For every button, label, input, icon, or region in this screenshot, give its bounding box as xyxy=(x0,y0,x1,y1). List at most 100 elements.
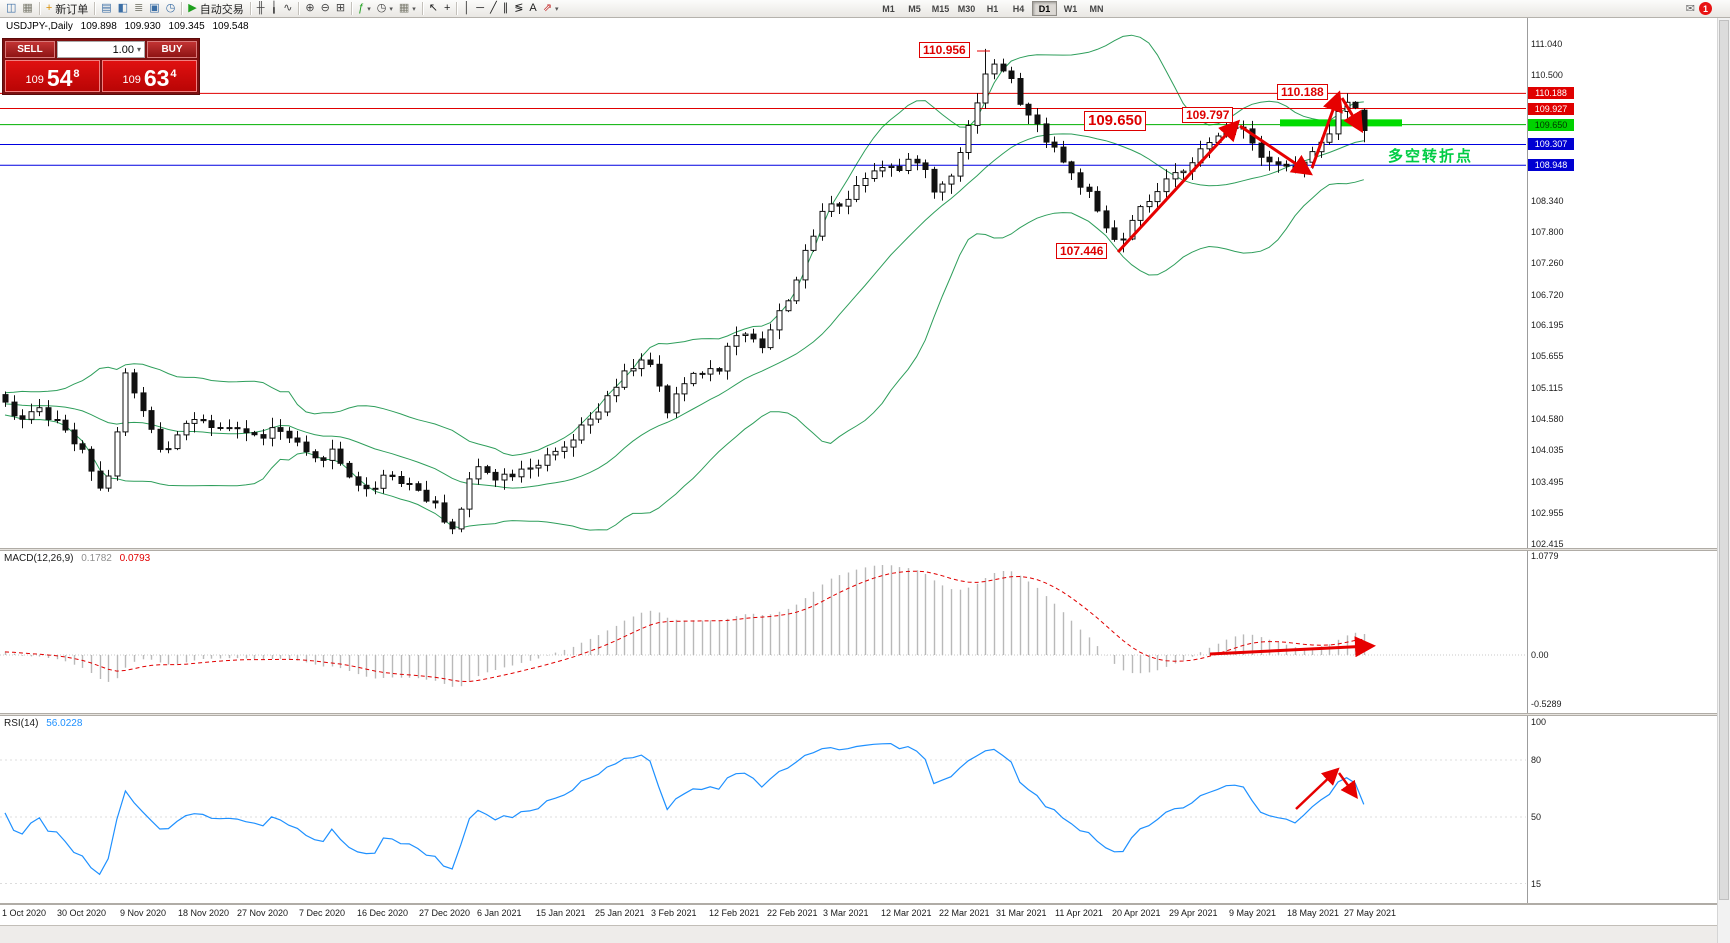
market-watch-button[interactable]: ▤ xyxy=(98,1,114,17)
indicators-button[interactable]: ƒ ▾ xyxy=(355,1,374,17)
price-callout[interactable]: 107.446 xyxy=(1056,243,1108,260)
price-axis-tick: 105.655 xyxy=(1531,351,1564,362)
caret-down-icon: ▾ xyxy=(389,5,393,13)
panel-splitter[interactable] xyxy=(0,903,1730,905)
caret-down-icon: ▾ xyxy=(367,5,371,13)
trend-arrow xyxy=(1295,767,1340,810)
timeframe-m1[interactable]: M1 xyxy=(882,3,895,14)
time-axis-label: 18 Nov 2020 xyxy=(178,908,230,918)
price-axis-tick: 107.800 xyxy=(1531,226,1564,237)
trendline-button[interactable]: ╱ xyxy=(487,1,500,17)
periods-icon: ◷ xyxy=(376,2,387,14)
line-chart-button[interactable]: ∿ xyxy=(280,1,295,17)
fibonacci-button[interactable]: ≶ xyxy=(511,1,526,17)
timeframe-h4[interactable]: H4 xyxy=(1012,3,1025,14)
time-axis-label: 20 Apr 2021 xyxy=(1112,908,1161,918)
tile-windows-button[interactable]: ⊞ xyxy=(333,1,348,17)
templates-icon: ▦ xyxy=(398,2,410,14)
timeframe-w1[interactable]: W1 xyxy=(1063,3,1078,14)
macd-axis-tick: 0.00 xyxy=(1531,650,1549,660)
crosshair-button[interactable]: + xyxy=(441,1,453,17)
time-axis-label: 31 Mar 2021 xyxy=(996,908,1047,918)
profiles-icon: ▦ xyxy=(22,2,33,14)
volume-caret-icon[interactable]: ▾ xyxy=(136,45,141,54)
panel-splitter[interactable] xyxy=(0,713,1730,716)
new-order-button[interactable]: + 新订单 xyxy=(43,1,91,17)
autotrading-button[interactable]: ▶ 自动交易 xyxy=(185,1,246,17)
timeframe-mn[interactable]: MN xyxy=(1089,3,1104,14)
arrows-button[interactable]: ⇗ ▾ xyxy=(540,1,562,17)
bollinger-lower-band xyxy=(4,179,1364,531)
terminal-button[interactable]: ▣ xyxy=(146,1,162,17)
price-callout[interactable]: 110.188 xyxy=(1277,84,1328,101)
vertical-line-icon: │ xyxy=(463,2,471,14)
timeframe-m5[interactable]: M5 xyxy=(908,3,921,14)
sell-price[interactable]: 109 54 8 xyxy=(5,60,100,92)
main-toolbar: ◫ ▦ + 新订单 ▤ ◧ ≣ ▣ ◷ ▶ 自动交易 ╫ ╽ ∿ ⊕ ⊖ ⊞ ƒ ▾ ◷ ▾ ▦ ▾ ↖ + │ ─ ╱ ∥ ≶ A ⇗ ▾ M… xyxy=(0,0,1730,18)
text-button[interactable]: A xyxy=(526,1,539,17)
price-axis-tick: 103.495 xyxy=(1531,476,1564,487)
time-axis-label: 1 Oct 2020 xyxy=(2,908,47,918)
candlesticks-button[interactable]: ╽ xyxy=(268,1,281,17)
price-axis-badge: 109.307 xyxy=(1528,138,1574,151)
periods-button[interactable]: ◷ ▾ xyxy=(374,1,396,17)
time-axis-label: 22 Mar 2021 xyxy=(939,908,990,918)
new-chart-button[interactable]: ◫ xyxy=(3,1,19,17)
sell-button[interactable]: SELL xyxy=(5,41,55,58)
notification-badge[interactable]: 1 xyxy=(1699,2,1712,15)
cursor-button[interactable]: ↖ xyxy=(426,1,441,17)
buy-price[interactable]: 109 63 4 xyxy=(102,60,197,92)
timeframe-m15[interactable]: M15 xyxy=(931,3,950,14)
one-click-trading-panel: SELL 1.00 ▾ BUY 109 54 8 109 63 4 xyxy=(2,38,200,95)
buy-price-head: 109 xyxy=(122,74,141,86)
profiles-button[interactable]: ▦ xyxy=(19,1,35,17)
terminal-icon: ▣ xyxy=(149,2,160,14)
price-callout[interactable]: 110.956 xyxy=(919,42,970,59)
ohlc-close: 109.548 xyxy=(212,21,249,32)
navigator-button[interactable]: ≣ xyxy=(131,1,146,17)
zoom-out-icon: ⊖ xyxy=(320,2,330,14)
rsi-axis-tick: 80 xyxy=(1531,755,1542,765)
text-icon: A xyxy=(529,2,537,14)
timeframe-d1[interactable]: D1 xyxy=(1032,1,1057,16)
ohlc-bars-button[interactable]: ╫ xyxy=(254,1,268,17)
buy-button[interactable]: BUY xyxy=(147,41,197,58)
data-window-icon: ◧ xyxy=(117,2,129,14)
ohlc-high: 109.930 xyxy=(124,21,161,32)
scrollbar-thumb[interactable] xyxy=(1719,20,1729,900)
timeframe-m30[interactable]: M30 xyxy=(957,3,976,14)
sell-price-big: 54 xyxy=(46,65,73,92)
volume-input[interactable]: 1.00 ▾ xyxy=(57,41,145,58)
price-axis-badge: 109.650 xyxy=(1528,118,1574,131)
time-axis-label: 7 Dec 2020 xyxy=(299,908,346,918)
rsi-axis-tick: 50 xyxy=(1531,812,1542,822)
data-window-button[interactable]: ◧ xyxy=(115,1,131,17)
price-axis-tick: 107.260 xyxy=(1531,258,1564,269)
zoom-in-button[interactable]: ⊕ xyxy=(302,1,317,17)
price-axis-tick: 106.195 xyxy=(1531,319,1564,330)
rsi-name: RSI(14) xyxy=(4,718,39,729)
chart-title-ohlc: USDJPY-,Daily 109.898 109.930 109.345 10… xyxy=(6,21,254,32)
horizontal-line-button[interactable]: ─ xyxy=(473,1,487,17)
price-callout[interactable]: 109.797 xyxy=(1182,107,1234,124)
channel-button[interactable]: ∥ xyxy=(500,1,512,17)
price-axis-tick: 104.580 xyxy=(1531,413,1564,424)
time-axis-label: 3 Mar 2021 xyxy=(823,908,869,918)
arrows-icon: ⇗ xyxy=(542,2,552,14)
zoom-out-button[interactable]: ⊖ xyxy=(318,1,333,17)
notifications-icon[interactable]: ✉ xyxy=(1685,3,1695,15)
price-callout[interactable]: 109.650 xyxy=(1084,111,1147,131)
crosshair-icon: + xyxy=(443,2,451,14)
rsi-value: 56.0228 xyxy=(46,718,83,729)
vertical-line-button[interactable]: │ xyxy=(460,1,473,17)
templates-button[interactable]: ▦ ▾ xyxy=(396,1,419,17)
timeframe-h1[interactable]: H1 xyxy=(986,3,999,14)
panel-splitter[interactable] xyxy=(0,548,1730,551)
strategy-tester-button[interactable]: ◷ xyxy=(163,1,179,17)
trend-arrow xyxy=(1209,636,1376,658)
rsi-label: RSI(14) 56.0228 xyxy=(4,718,87,729)
fibonacci-icon: ≶ xyxy=(514,2,524,14)
toolbar-separator xyxy=(456,2,458,15)
vertical-scrollbar[interactable] xyxy=(1717,18,1730,943)
